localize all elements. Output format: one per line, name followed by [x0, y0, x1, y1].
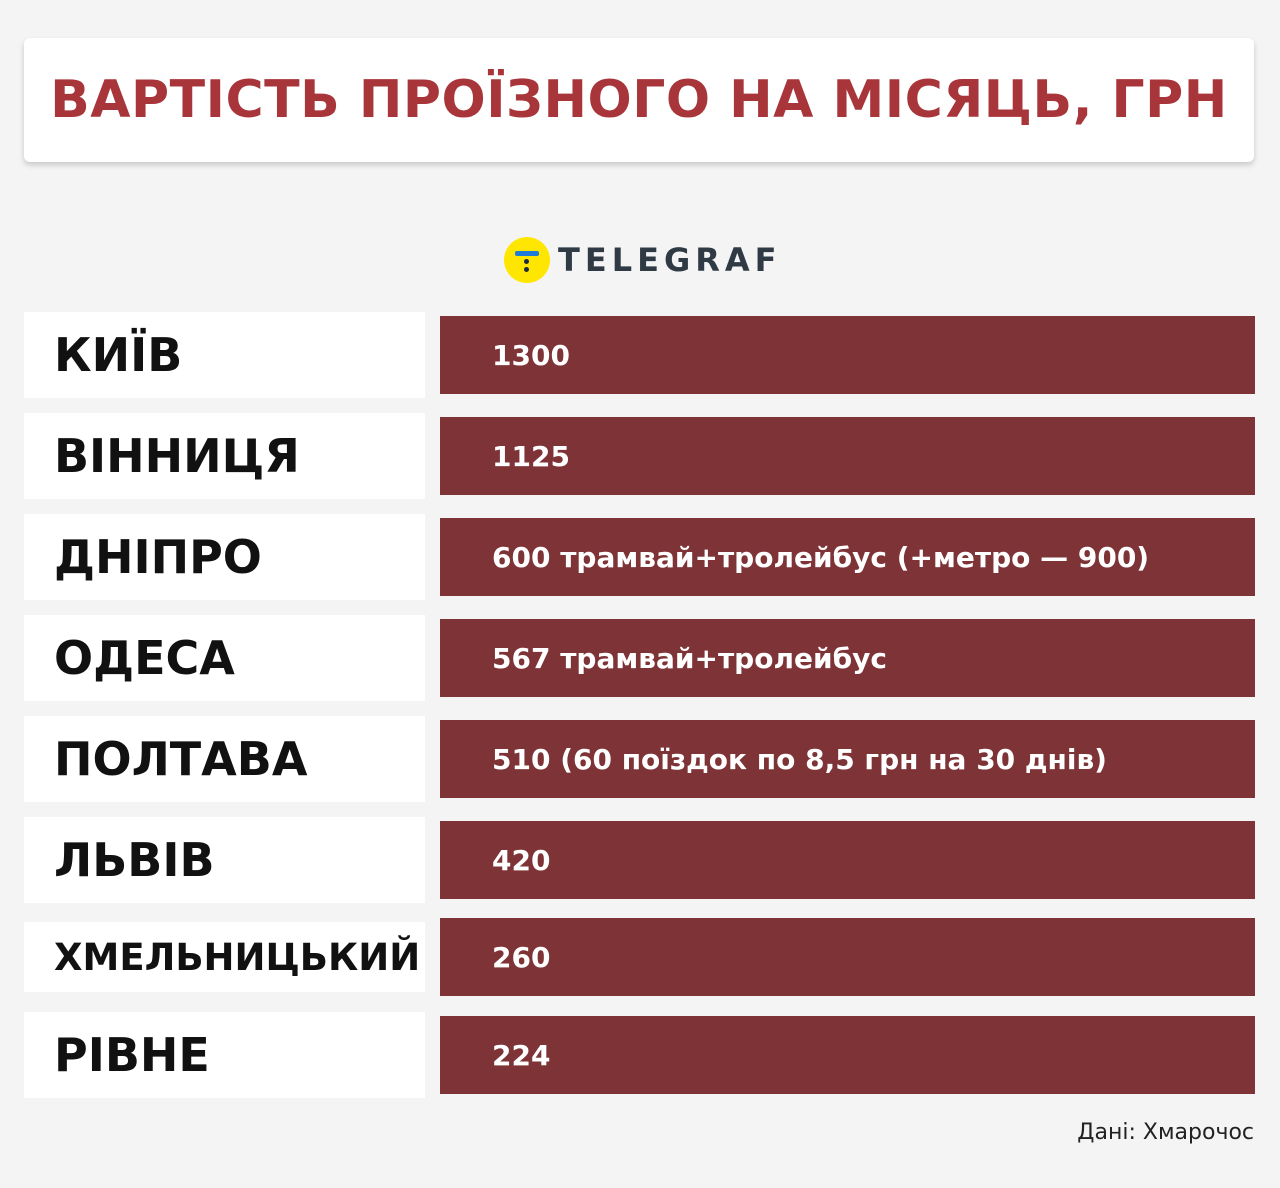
city-name: РІВНЕ: [54, 1028, 210, 1082]
city-name: ОДЕСА: [54, 631, 235, 685]
price-value: 1125: [492, 439, 570, 473]
city-name: ЛЬВІВ: [54, 833, 215, 887]
price-value: 510 (60 поїздок по 8,5 грн на 30 днів): [492, 742, 1107, 776]
city-cell: ОДЕСА: [24, 615, 425, 701]
city-name: ДНІПРО: [54, 530, 262, 584]
data-source: Дані: Хмарочос: [1077, 1120, 1254, 1145]
city-name: ПОЛТАВА: [54, 732, 308, 786]
price-value: 567 трамвай+тролейбус: [492, 641, 887, 675]
value-bar: 420: [440, 821, 1255, 899]
value-bar: 510 (60 поїздок по 8,5 грн на 30 днів): [440, 720, 1255, 798]
city-cell: ХМЕЛЬНИЦЬКИЙ: [24, 922, 425, 992]
city-cell: ЛЬВІВ: [24, 817, 425, 903]
city-cell: ДНІПРО: [24, 514, 425, 600]
value-bar: 224: [440, 1016, 1255, 1094]
value-bar: 260: [440, 918, 1255, 996]
city-cell: КИЇВ: [24, 312, 425, 398]
value-bar: 1125: [440, 417, 1255, 495]
city-name: ВІННИЦЯ: [54, 429, 300, 483]
price-value: 600 трамвай+тролейбус (+метро — 900): [492, 540, 1150, 574]
price-value: 1300: [492, 338, 570, 372]
city-name: ХМЕЛЬНИЦЬКИЙ: [54, 935, 421, 979]
telegraf-logo: TELEGRAF: [504, 236, 781, 284]
price-value: 420: [492, 843, 551, 877]
city-cell: ПОЛТАВА: [24, 716, 425, 802]
value-bar: 600 трамвай+тролейбус (+метро — 900): [440, 518, 1255, 596]
title-card: ВАРТІСТЬ ПРОЇЗНОГО НА МІСЯЦЬ, ГРН: [24, 38, 1254, 162]
city-cell: РІВНЕ: [24, 1012, 425, 1098]
price-value: 260: [492, 940, 551, 974]
city-name: КИЇВ: [54, 328, 183, 382]
price-value: 224: [492, 1038, 551, 1072]
value-bar: 567 трамвай+тролейбус: [440, 619, 1255, 697]
logo-text: TELEGRAF: [558, 241, 782, 279]
value-bar: 1300: [440, 316, 1255, 394]
city-cell: ВІННИЦЯ: [24, 413, 425, 499]
page-title: ВАРТІСТЬ ПРОЇЗНОГО НА МІСЯЦЬ, ГРН: [50, 70, 1228, 130]
telegraf-logo-icon: [504, 237, 550, 283]
